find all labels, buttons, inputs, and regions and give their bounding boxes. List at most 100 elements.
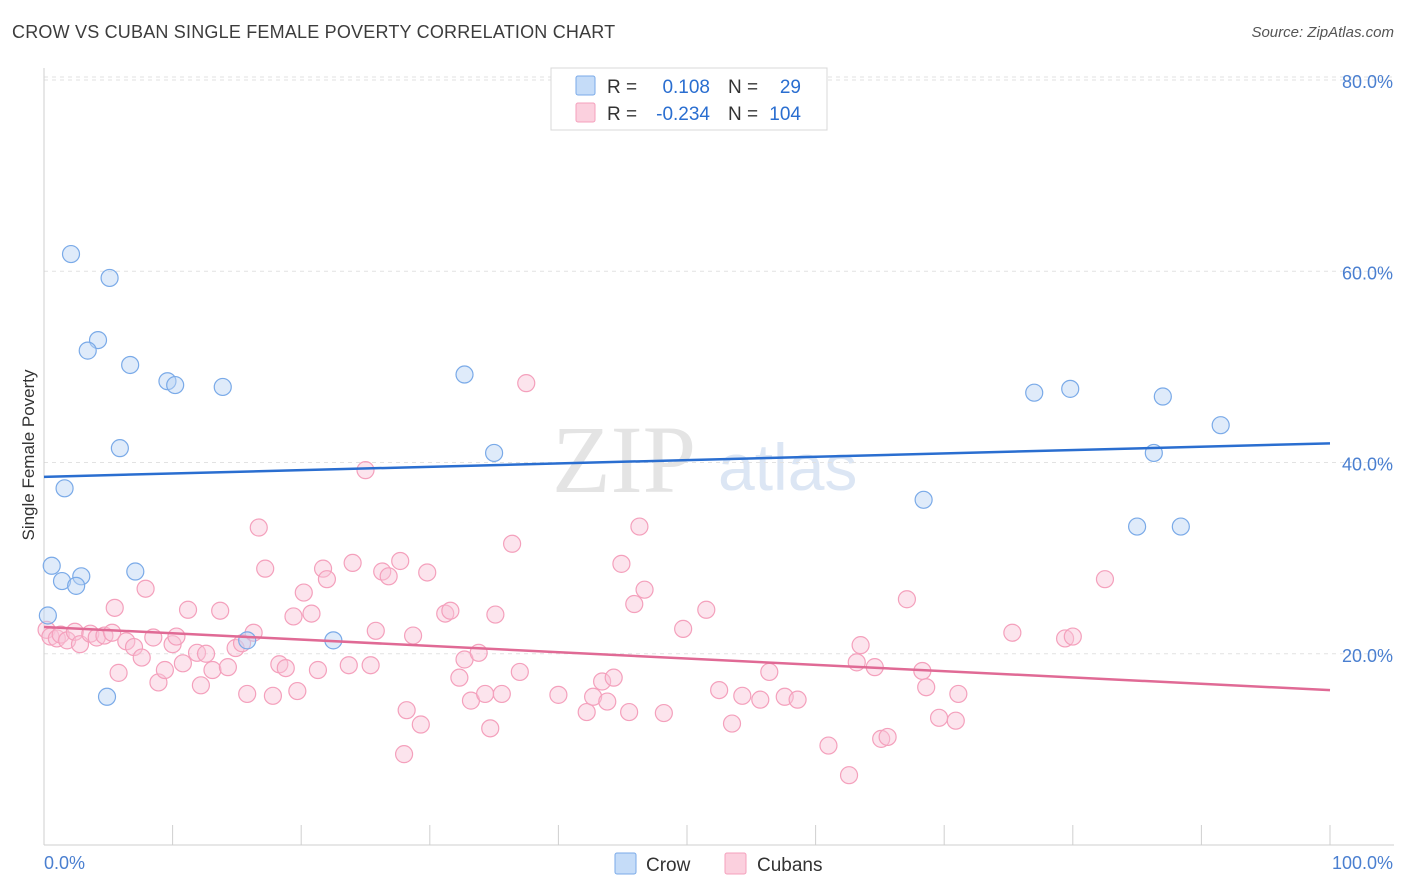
cubans-point	[105, 598, 124, 617]
crow-point	[1211, 416, 1230, 435]
y-tick-label: 60.0%	[1342, 263, 1393, 283]
crow-stats-swatch	[575, 75, 596, 96]
cubans-point	[635, 580, 654, 599]
crow-n-label: N =	[728, 77, 758, 98]
cubans-point	[839, 766, 859, 785]
cubans-n-value: 104	[769, 104, 801, 125]
cubans-point	[604, 668, 623, 687]
cubans-point	[256, 559, 275, 578]
cubans-point	[302, 604, 321, 623]
crow-point	[213, 377, 232, 397]
cubans-n-label: N =	[728, 104, 758, 125]
crow-legend-label: Crow	[646, 855, 691, 876]
cubans-point	[949, 684, 968, 704]
cubans-point	[1063, 627, 1082, 646]
crow-point	[455, 365, 474, 384]
cubans-point	[584, 687, 603, 706]
cubans-point	[167, 627, 186, 646]
cubans-point	[196, 644, 216, 663]
axes	[43, 68, 1394, 846]
cubans-point	[878, 727, 897, 747]
cubans-point	[674, 619, 693, 638]
cubans-point	[475, 684, 495, 704]
stats-legend-box	[550, 67, 828, 131]
cubans-point	[450, 668, 469, 687]
cubans-point	[697, 600, 716, 619]
cubans-point	[897, 590, 917, 609]
cubans-point	[232, 634, 252, 653]
crow-point	[1061, 379, 1080, 398]
crow-n-value: 29	[780, 77, 801, 98]
cubans-point	[379, 567, 398, 586]
gridlines	[44, 76, 1394, 655]
cubans-point	[630, 517, 649, 536]
cubans-point	[503, 534, 522, 553]
cubans-point	[481, 719, 500, 738]
cubans-point	[577, 702, 596, 722]
cubans-point	[411, 715, 430, 734]
crow-point	[55, 479, 74, 498]
crow-point	[100, 268, 119, 288]
cubans-point	[263, 686, 283, 705]
cubans-point	[612, 554, 631, 573]
watermark-atlas: atlas	[718, 430, 857, 504]
cubans-point	[249, 518, 268, 537]
cubans-point	[510, 662, 529, 682]
crow-point	[61, 244, 81, 264]
cubans-point	[155, 660, 174, 680]
crow-legend-swatch	[614, 852, 637, 875]
cubans-point	[276, 658, 295, 678]
source-credit: Source: ZipAtlas.com	[1251, 24, 1394, 41]
y-tick-label: 80.0%	[1342, 72, 1393, 92]
cubans-point	[436, 604, 455, 623]
cubans-point	[946, 711, 965, 730]
cubans-point	[710, 680, 729, 700]
crow-r-label: R =	[607, 77, 637, 98]
cubans-point	[366, 621, 385, 640]
y-axis-label: Single Female Poverty	[19, 369, 38, 541]
crow-point	[1127, 517, 1147, 536]
x-tick-label-max: 100.0%	[1332, 853, 1393, 873]
cubans-point	[178, 600, 198, 619]
cubans-trend-line	[43, 625, 1331, 692]
cubans-point	[549, 685, 568, 704]
cubans-point	[598, 692, 617, 711]
cubans-point	[397, 701, 416, 720]
cubans-point	[418, 563, 437, 582]
cubans-point	[486, 605, 505, 624]
cubans-point	[625, 594, 644, 614]
cubans-point	[492, 684, 511, 704]
cubans-point	[872, 729, 891, 748]
stats-legend: R = 0.108 N = 29 R = -0.234 N = 104	[550, 67, 828, 131]
crow-point	[1025, 383, 1044, 402]
cubans-point	[751, 690, 770, 709]
cubans-point	[218, 658, 237, 677]
cubans-point	[929, 708, 949, 727]
crow-r-value: 0.108	[662, 77, 710, 98]
cubans-point	[620, 702, 639, 722]
y-tick-label: 20.0%	[1342, 646, 1393, 666]
crow-point	[52, 571, 72, 591]
crow-point	[97, 687, 117, 706]
cubans-legend-label: Cubans	[757, 855, 823, 876]
cubans-point	[441, 601, 460, 620]
cubans-point	[356, 461, 375, 480]
cubans-point	[593, 672, 612, 691]
cubans-point	[284, 607, 303, 626]
cubans-point	[288, 681, 307, 701]
crow-point	[485, 443, 504, 463]
cubans-point	[173, 654, 192, 673]
cubans-point	[308, 660, 328, 680]
cubans-point	[517, 374, 536, 393]
cubans-point	[339, 656, 358, 675]
x-ticks	[172, 825, 1331, 845]
cubans-point	[317, 570, 337, 589]
crow-point	[238, 631, 257, 650]
cubans-point	[391, 551, 410, 571]
chart-title: CROW VS CUBAN SINGLE FEMALE POVERTY CORR…	[12, 22, 616, 42]
cubans-point	[203, 660, 222, 680]
cubans-point	[1003, 623, 1022, 642]
cubans-point	[733, 686, 752, 705]
cubans-point	[917, 678, 936, 697]
crow-point	[110, 439, 129, 458]
